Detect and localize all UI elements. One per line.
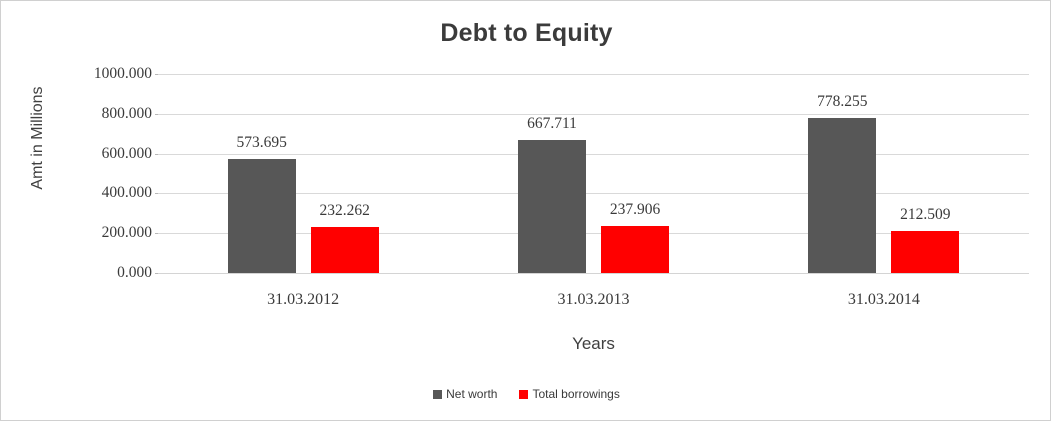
bar-value-label: 232.262 bbox=[319, 201, 370, 219]
legend-label: Total borrowings bbox=[532, 387, 620, 401]
gridline bbox=[158, 153, 1029, 155]
y-axis-tick-label: 800.000 bbox=[101, 104, 152, 122]
bar-value-label: 778.255 bbox=[817, 93, 868, 111]
y-axis-tick-label: 200.000 bbox=[101, 224, 152, 242]
gridline bbox=[158, 193, 1029, 195]
gridline bbox=[158, 113, 1029, 115]
x-axis-tick-label: 31.03.2014 bbox=[847, 291, 920, 308]
bar-value-label: 667.711 bbox=[527, 115, 577, 133]
bar-total-borrowings[interactable] bbox=[310, 226, 379, 273]
chart-title: Debt to Equity bbox=[440, 19, 613, 47]
bar-total-borrowings[interactable] bbox=[601, 225, 669, 273]
bar-net-worth[interactable] bbox=[227, 158, 296, 273]
plot-area: 573.695 232.262 667.711 237.906 778.255 212.5… bbox=[158, 74, 1029, 274]
legend-swatch-icon bbox=[433, 389, 443, 399]
legend-item[interactable]: Total borrowings bbox=[519, 387, 620, 401]
legend-swatch-icon bbox=[519, 389, 529, 399]
chart-legend: Net worth Total borrowings bbox=[1, 387, 1050, 401]
gridline bbox=[158, 233, 1029, 235]
gridline bbox=[158, 74, 1029, 75]
bar-value-label: 237.906 bbox=[609, 200, 661, 218]
legend-item[interactable]: Net worth bbox=[433, 387, 497, 401]
y-axis-tick-labels: 0.000 200.000 400.000 600.000 800.000 1000.00… bbox=[26, 65, 161, 281]
y-axis-tick-label: 600.000 bbox=[101, 144, 152, 162]
y-axis-tick-label: 0.000 bbox=[117, 264, 152, 281]
x-axis-tick-label: 31.03.2012 bbox=[267, 291, 340, 308]
bar-value-label: 573.695 bbox=[236, 133, 287, 151]
legend-label: Net worth bbox=[446, 387, 498, 401]
bar-net-worth[interactable] bbox=[808, 118, 877, 273]
x-axis-tick-label: 31.03.2013 bbox=[557, 291, 630, 308]
x-axis-line bbox=[158, 273, 1029, 274]
y-axis-tick-label: 1000.000 bbox=[93, 65, 152, 82]
x-axis-title: Years bbox=[572, 334, 615, 353]
bar-total-borrowings[interactable] bbox=[891, 230, 960, 273]
bar-value-label: 212.509 bbox=[900, 205, 951, 223]
y-axis-tick-label: 400.000 bbox=[101, 184, 152, 202]
bar-net-worth[interactable] bbox=[518, 140, 586, 273]
